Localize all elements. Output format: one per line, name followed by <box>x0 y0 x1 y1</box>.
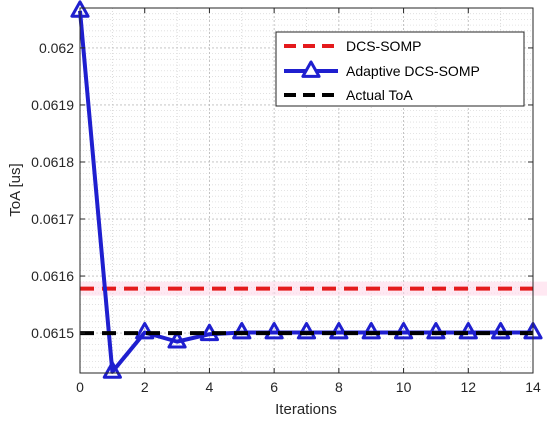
legend-label: DCS-SOMP <box>346 38 421 54</box>
data-point-triangle <box>102 361 122 379</box>
y-tick-label: 0.0619 <box>31 97 74 113</box>
data-point-triangle <box>264 322 284 340</box>
axes-frame <box>79 7 534 374</box>
series-layer <box>70 0 547 379</box>
data-point-triangle <box>393 322 414 340</box>
y-tick-label: 0.0615 <box>31 325 74 341</box>
y-tick-label: 0.0618 <box>31 154 74 170</box>
data-point-triangle <box>296 322 317 340</box>
legend-item: DCS-SOMP <box>284 38 421 54</box>
data-point-triangle <box>491 322 511 340</box>
data-point-triangle <box>426 322 446 340</box>
data-point-triangle <box>167 331 187 349</box>
legend-label: Adaptive DCS-SOMP <box>346 63 480 79</box>
x-tick-label: 2 <box>141 379 149 395</box>
y-tick-label: 0.0616 <box>31 268 74 284</box>
x-tick-label: 6 <box>270 379 278 395</box>
x-tick-label: 10 <box>396 379 412 395</box>
legend-item: Actual ToA <box>284 87 413 103</box>
data-point-triangle <box>135 322 155 340</box>
data-point-triangle <box>232 322 252 340</box>
legend-marker-triangle <box>301 60 321 78</box>
x-tick-label: 4 <box>206 379 214 395</box>
legend: DCS-SOMP Adaptive DCS-SOMP Actual ToA <box>275 31 525 107</box>
x-tick-label: 12 <box>460 379 476 395</box>
x-tick-label: 8 <box>335 379 343 395</box>
x-tick-labels: 0 2 4 6 8 10 12 14 <box>76 379 541 395</box>
x-tick-label: 0 <box>76 379 84 395</box>
y-tick-label: 0.0617 <box>31 211 74 227</box>
tick-marks <box>79 8 534 373</box>
y-tick-label: 0.062 <box>39 40 74 56</box>
legend-item: Adaptive DCS-SOMP <box>284 60 480 79</box>
x-axis-label: Iterations <box>275 401 337 418</box>
data-point-triangle <box>458 322 478 340</box>
legend-label: Actual ToA <box>346 87 413 103</box>
x-tick-label: 14 <box>525 379 541 395</box>
data-point-triangle <box>329 322 349 340</box>
data-point-triangle <box>361 322 381 340</box>
y-tick-labels: 0.0615 0.0616 0.0617 0.0618 0.0619 0.062 <box>31 40 74 341</box>
y-axis-label: ToA [us] <box>7 163 24 216</box>
